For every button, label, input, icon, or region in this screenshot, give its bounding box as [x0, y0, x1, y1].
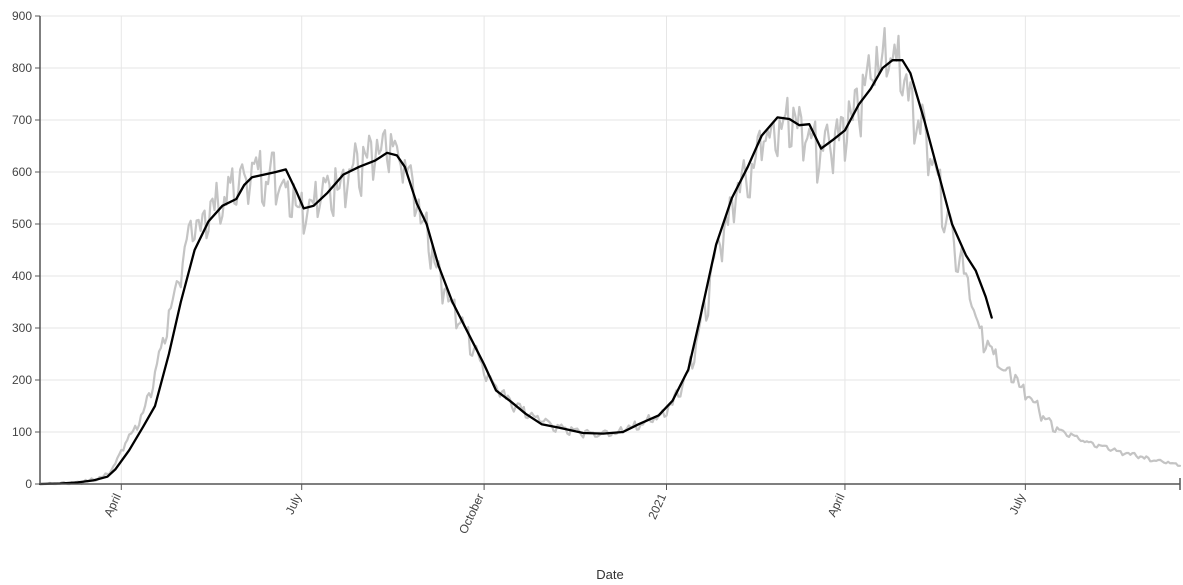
x-tick-label: July	[1006, 491, 1028, 516]
series-layer	[38, 27, 1182, 486]
y-axis-ticks: 0 100 200 300 400 500 600 700 800 900	[12, 9, 40, 491]
y-tick-label: 500	[12, 217, 32, 231]
x-axis-title: Date	[596, 567, 623, 582]
daily-series-line	[38, 27, 1182, 486]
average-series-line	[38, 59, 993, 486]
x-tick-label: 2021	[645, 491, 669, 521]
y-tick-label: 200	[12, 373, 32, 387]
y-tick-label: 700	[12, 113, 32, 127]
y-tick-label: 600	[12, 165, 32, 179]
y-tick-label: 0	[25, 477, 32, 491]
x-tick-label: October	[456, 491, 487, 536]
y-tick-label: 800	[12, 61, 32, 75]
grid-lines	[40, 15, 1180, 484]
y-tick-label: 400	[12, 269, 32, 283]
y-tick-label: 100	[12, 425, 32, 439]
x-tick-label: April	[101, 491, 124, 519]
x-axis-ticks: April July October 2021 April July	[101, 484, 1028, 536]
axes	[39, 16, 1181, 490]
y-tick-label: 900	[12, 9, 32, 23]
x-tick-label: July	[283, 491, 305, 516]
x-tick-label: April	[825, 491, 848, 519]
y-tick-label: 300	[12, 321, 32, 335]
